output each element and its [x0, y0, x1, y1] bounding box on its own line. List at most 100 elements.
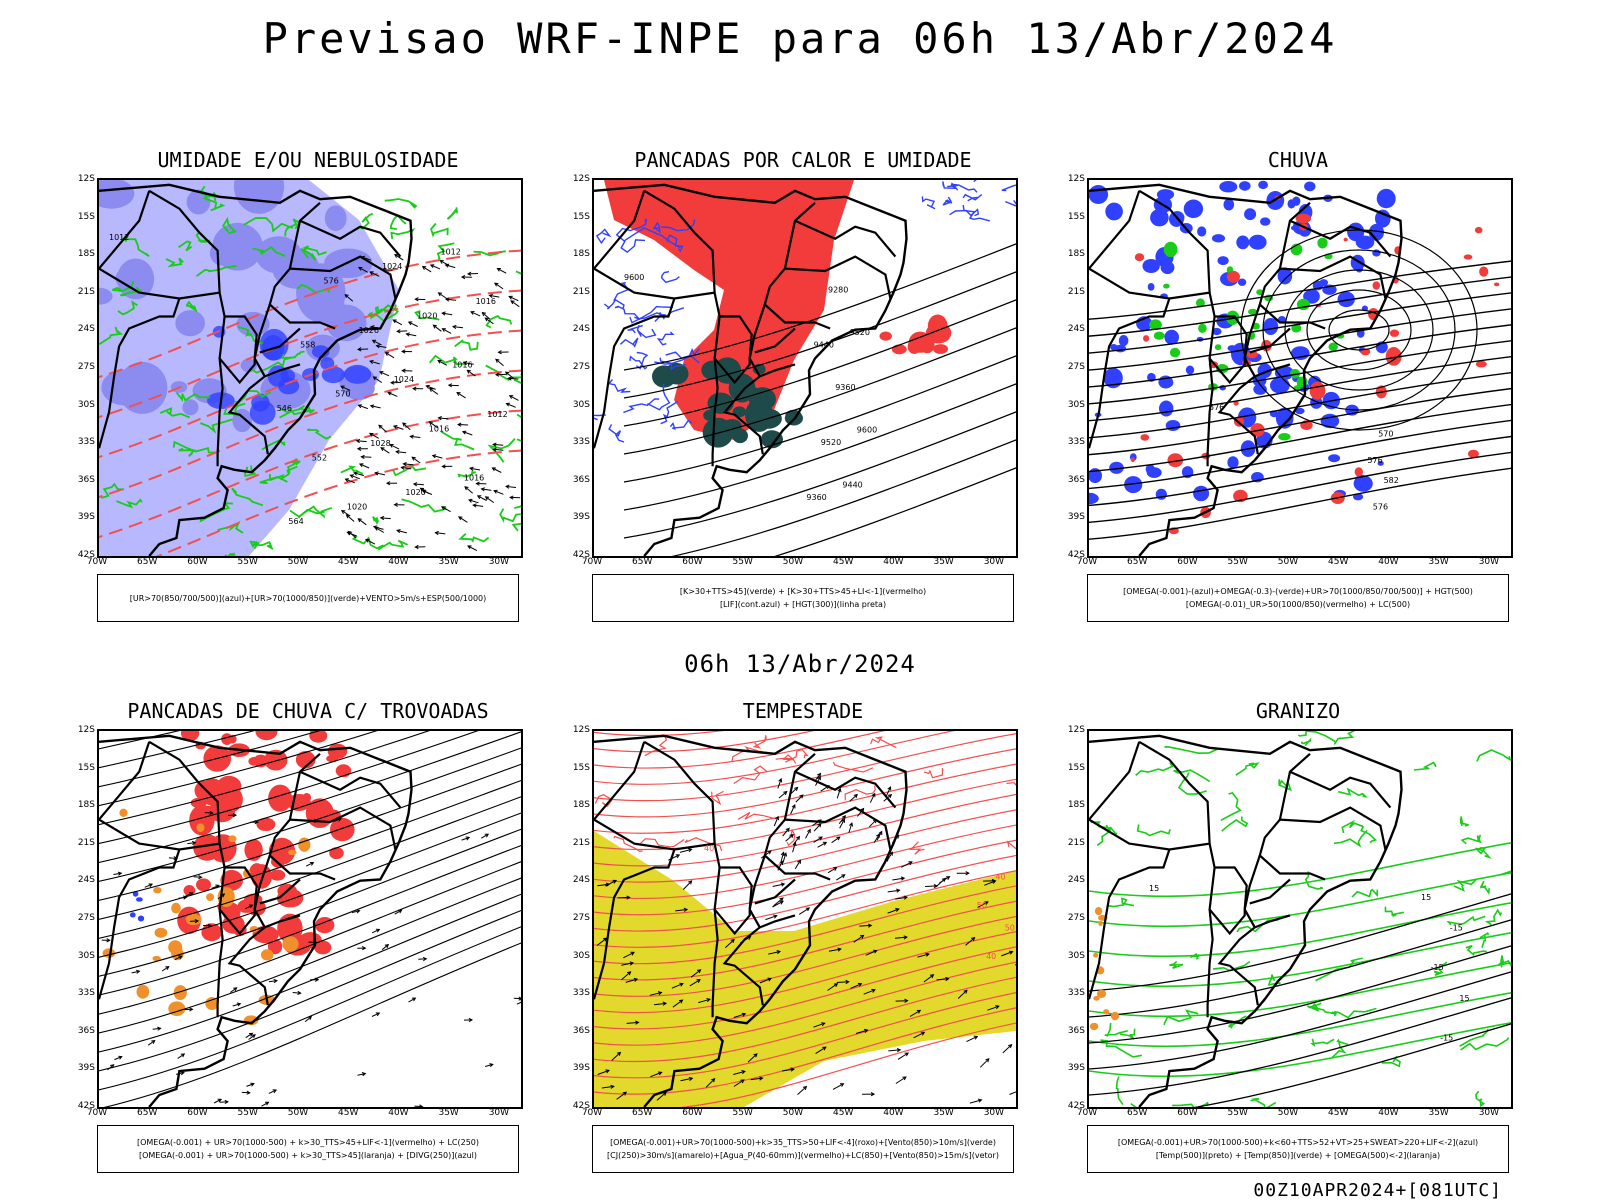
omega-strong-area [1164, 242, 1178, 257]
latitude-tick-label: 33S [562, 437, 590, 447]
contour-label: 558 [300, 340, 315, 349]
thunderstorm-area [328, 744, 348, 759]
lifted-index-contour [661, 402, 678, 424]
humidity-area [175, 310, 205, 336]
omega-strong-area [1215, 344, 1222, 350]
thunderstorm-risk-area [119, 809, 127, 817]
longitude-tick-label: 35W [1424, 557, 1454, 567]
latitude-tick-label: 24S [562, 875, 590, 885]
latitude-tick-label: 21S [67, 838, 95, 848]
longitude-tick-label: 65W [1122, 557, 1152, 567]
contour-label: 1024 [382, 262, 402, 271]
contour-label: 9360 [835, 383, 855, 392]
omega-area [1148, 283, 1155, 291]
state-border [1089, 820, 1245, 934]
omega-area [1249, 235, 1267, 250]
convection-area [732, 429, 748, 444]
longitude-tick-label: 45W [333, 1108, 363, 1118]
latitude-tick-label: 21S [1057, 838, 1085, 848]
temperature-850-contour [1481, 881, 1489, 893]
legend-line: [OMEGA(-0.001)-(azul)+OMEGA(-0.3)-(verde… [1088, 585, 1508, 598]
omega-strong-area [1297, 382, 1304, 387]
low-level-humidity-contour [290, 507, 324, 517]
humidity-omega-area [1143, 335, 1149, 342]
panel-title: PANCADAS POR CALOR E UMIDADE [573, 148, 1033, 172]
contour-label: 9600 [857, 426, 877, 435]
longitude-tick-label: 65W [132, 1108, 162, 1118]
contour-label: -15 [1431, 963, 1444, 972]
temperature-850-contour [1138, 825, 1171, 836]
omega-area [1095, 907, 1102, 915]
temperature-850-contour [1352, 890, 1377, 897]
contour-label: 1016 [452, 361, 472, 370]
wind-vector [1003, 1045, 1012, 1053]
humidity-omega-area [1355, 467, 1363, 476]
temperature-850-contour [1117, 1077, 1123, 1105]
humidity-area [182, 399, 198, 415]
latitude-tick-label: 24S [1057, 875, 1085, 885]
precipitable-water-contour [911, 842, 925, 855]
latitude-tick-label: 39S [67, 1063, 95, 1073]
longitude-tick-label: 50W [778, 1108, 808, 1118]
humidity-area [344, 365, 371, 384]
latitude-tick-label: 27S [1057, 362, 1085, 372]
panel-title: GRANIZO [1068, 699, 1528, 723]
wind-vector [799, 908, 809, 915]
legend-box: [OMEGA(-0.001)+UR>70(1000-500)+k<60+TTS>… [1087, 1125, 1509, 1173]
omega-strong-area [1154, 332, 1165, 340]
contour-label: 40 [704, 844, 714, 853]
contour-label: 546 [277, 404, 292, 413]
state-border [1280, 808, 1386, 850]
omega-strong-area [1198, 324, 1207, 333]
temperature-850-contour [1414, 763, 1436, 771]
omega-area [1244, 208, 1256, 220]
latitude-tick-label: 33S [1057, 988, 1085, 998]
latitude-tick-label: 33S [67, 988, 95, 998]
map-panel [97, 729, 523, 1109]
humidity-omega-area [1373, 281, 1381, 290]
contour-label: 576 [324, 277, 339, 286]
latitude-tick-label: 39S [562, 512, 590, 522]
thunderstorm-risk-area [153, 887, 161, 893]
longitude-tick-label: 30W [484, 1108, 514, 1118]
temperature-850-contour [1221, 793, 1240, 820]
thunderstorm-risk-area [228, 835, 236, 842]
latitude-tick-label: 36S [67, 475, 95, 485]
temperature-850-contour [1251, 1099, 1276, 1107]
longitude-tick-label: 70W [1072, 557, 1102, 567]
longitude-tick-label: 35W [1424, 1108, 1454, 1118]
temperature-850-contour [1136, 763, 1173, 776]
latitude-tick-label: 27S [67, 913, 95, 923]
omega-area [1197, 226, 1206, 236]
longitude-tick-label: 70W [82, 557, 112, 567]
longitude-tick-label: 60W [182, 1108, 212, 1118]
omega-area [1319, 279, 1328, 286]
omega-strong-area [1170, 348, 1180, 358]
geopotential-height-line [624, 464, 1016, 556]
latitude-tick-label: 18S [67, 800, 95, 810]
low-level-humidity-contour [402, 499, 446, 511]
state-border [1250, 880, 1290, 904]
legend-line: [OMEGA(-0.01)_UR>50(1000/850)(vermelho) … [1088, 598, 1508, 611]
longitude-tick-label: 55W [233, 1108, 263, 1118]
temperature-850-contour [1477, 750, 1510, 761]
lifted-index-contour [623, 399, 659, 413]
precipitable-water-contour [1006, 783, 1016, 789]
low-level-humidity-contour [460, 534, 488, 542]
humidity-omega-area [1464, 254, 1473, 259]
omega-area [1142, 259, 1159, 273]
panel-title: TEMPESTADE [573, 699, 1033, 723]
longitude-tick-label: 55W [728, 557, 758, 567]
contour-label: 50 [977, 901, 987, 910]
contour-label: 9520 [821, 438, 841, 447]
omega-area [1218, 256, 1229, 265]
latitude-tick-label: 33S [1057, 437, 1085, 447]
panel-title: UMIDADE E/OU NEBULOSIDADE [78, 148, 538, 172]
humidity-area [260, 329, 289, 361]
contour-label: 570 [1378, 429, 1393, 438]
thunderstorm-area [270, 870, 286, 881]
latitude-tick-label: 18S [1057, 249, 1085, 259]
temperature-850-contour [1236, 763, 1258, 775]
longitude-tick-label: 35W [434, 1108, 464, 1118]
omega-area [1090, 1023, 1098, 1030]
